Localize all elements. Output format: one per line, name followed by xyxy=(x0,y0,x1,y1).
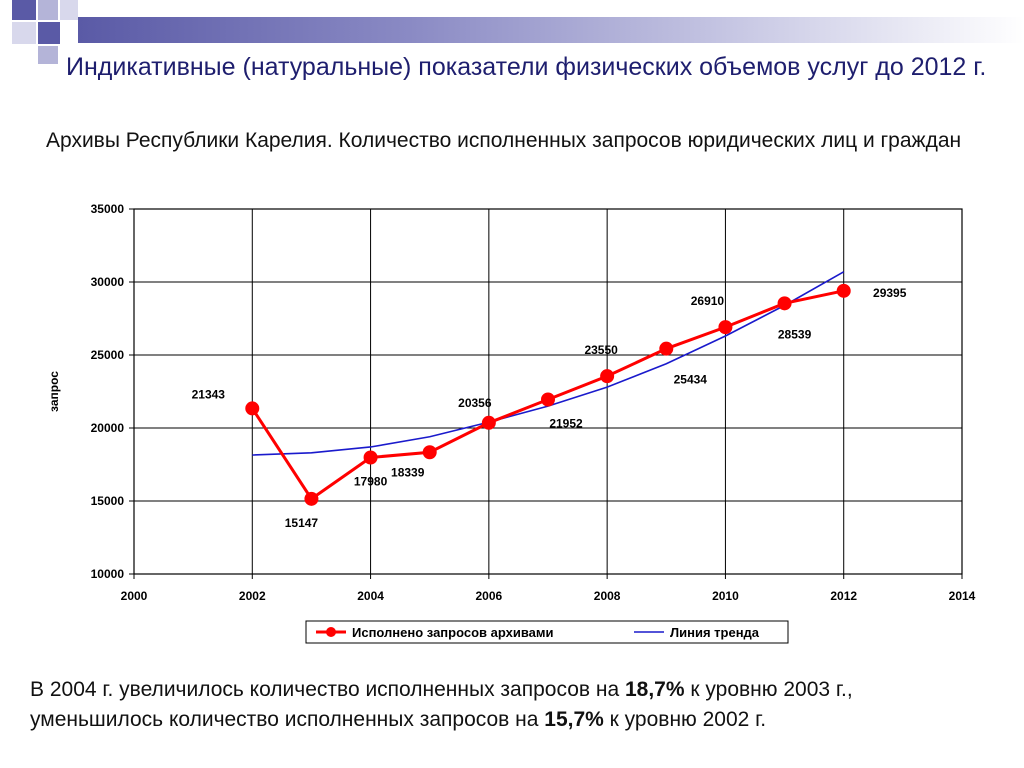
y-tick-label: 15000 xyxy=(91,494,125,508)
y-tick-label: 35000 xyxy=(91,202,125,216)
summary-note: В 2004 г. увеличилось количество исполне… xyxy=(30,675,990,735)
data-label: 15147 xyxy=(285,516,319,530)
x-tick-label: 2006 xyxy=(476,589,503,603)
y-axis-label: запрос xyxy=(47,371,61,412)
data-point xyxy=(245,401,260,416)
decor-square-2 xyxy=(38,0,58,20)
x-tick-label: 2014 xyxy=(949,589,976,603)
note-percent-1: 18,7% xyxy=(624,678,685,701)
decor-square-5 xyxy=(38,22,60,44)
note-percent-2: 15,7% xyxy=(544,708,604,731)
data-label: 21343 xyxy=(192,387,226,401)
x-tick-label: 2000 xyxy=(121,589,148,603)
x-tick-label: 2002 xyxy=(239,589,266,603)
data-point xyxy=(718,320,733,335)
y-tick-label: 10000 xyxy=(91,567,125,581)
data-point xyxy=(304,491,319,506)
data-label: 28539 xyxy=(778,327,812,341)
note-text-3: к уровню 2002 г. xyxy=(603,708,767,731)
data-label: 17980 xyxy=(354,474,388,488)
decor-square-6 xyxy=(38,46,58,64)
decor-square-4 xyxy=(12,22,36,44)
x-tick-label: 2008 xyxy=(594,589,621,603)
note-text-2: к уровню 2003 г., уменьшилось количество… xyxy=(30,678,853,731)
data-label: 25434 xyxy=(674,373,708,387)
legend-box xyxy=(305,620,789,644)
data-point xyxy=(422,445,437,460)
chart-subtitle: Архивы Республики Карелия. Количество ис… xyxy=(46,129,962,152)
data-point xyxy=(659,341,674,356)
data-label: 23550 xyxy=(584,343,618,357)
note-text-1: В 2004 г. увеличилось количество исполне… xyxy=(30,678,625,701)
y-tick-label: 20000 xyxy=(91,421,125,435)
data-point xyxy=(541,392,555,407)
data-point xyxy=(363,450,378,465)
x-tick-label: 2012 xyxy=(830,589,857,603)
data-label: 20356 xyxy=(458,396,492,410)
data-point xyxy=(600,369,615,384)
legend-marker-series xyxy=(326,627,336,637)
data-label: 21952 xyxy=(549,417,583,431)
x-tick-label: 2004 xyxy=(357,589,384,603)
header-gradient-bar xyxy=(78,17,1024,43)
x-tick-label: 2010 xyxy=(712,589,739,603)
legend-label-series: Исполнено запросов архивами xyxy=(352,625,554,640)
data-point xyxy=(836,283,851,298)
data-point xyxy=(777,296,792,311)
slide-title: Индикативные (натуральные) показатели фи… xyxy=(66,53,987,81)
chart-container: 10000 15000 20000 25000 30000 35000 2000 2002 20… xyxy=(47,202,976,644)
data-label: 18339 xyxy=(391,465,425,479)
plot-area xyxy=(133,208,963,575)
y-tick-label: 25000 xyxy=(91,348,125,362)
decor-square-1 xyxy=(12,0,36,20)
data-label: 29395 xyxy=(873,286,907,300)
decor-square-3 xyxy=(60,0,78,20)
data-point xyxy=(481,415,496,430)
y-tick-label: 30000 xyxy=(91,275,125,289)
line-chart: 10000 15000 20000 25000 30000 35000 2000 2002 20… xyxy=(47,202,976,644)
data-label: 26910 xyxy=(691,294,725,308)
legend-label-trend: Линия тренда xyxy=(670,625,760,640)
